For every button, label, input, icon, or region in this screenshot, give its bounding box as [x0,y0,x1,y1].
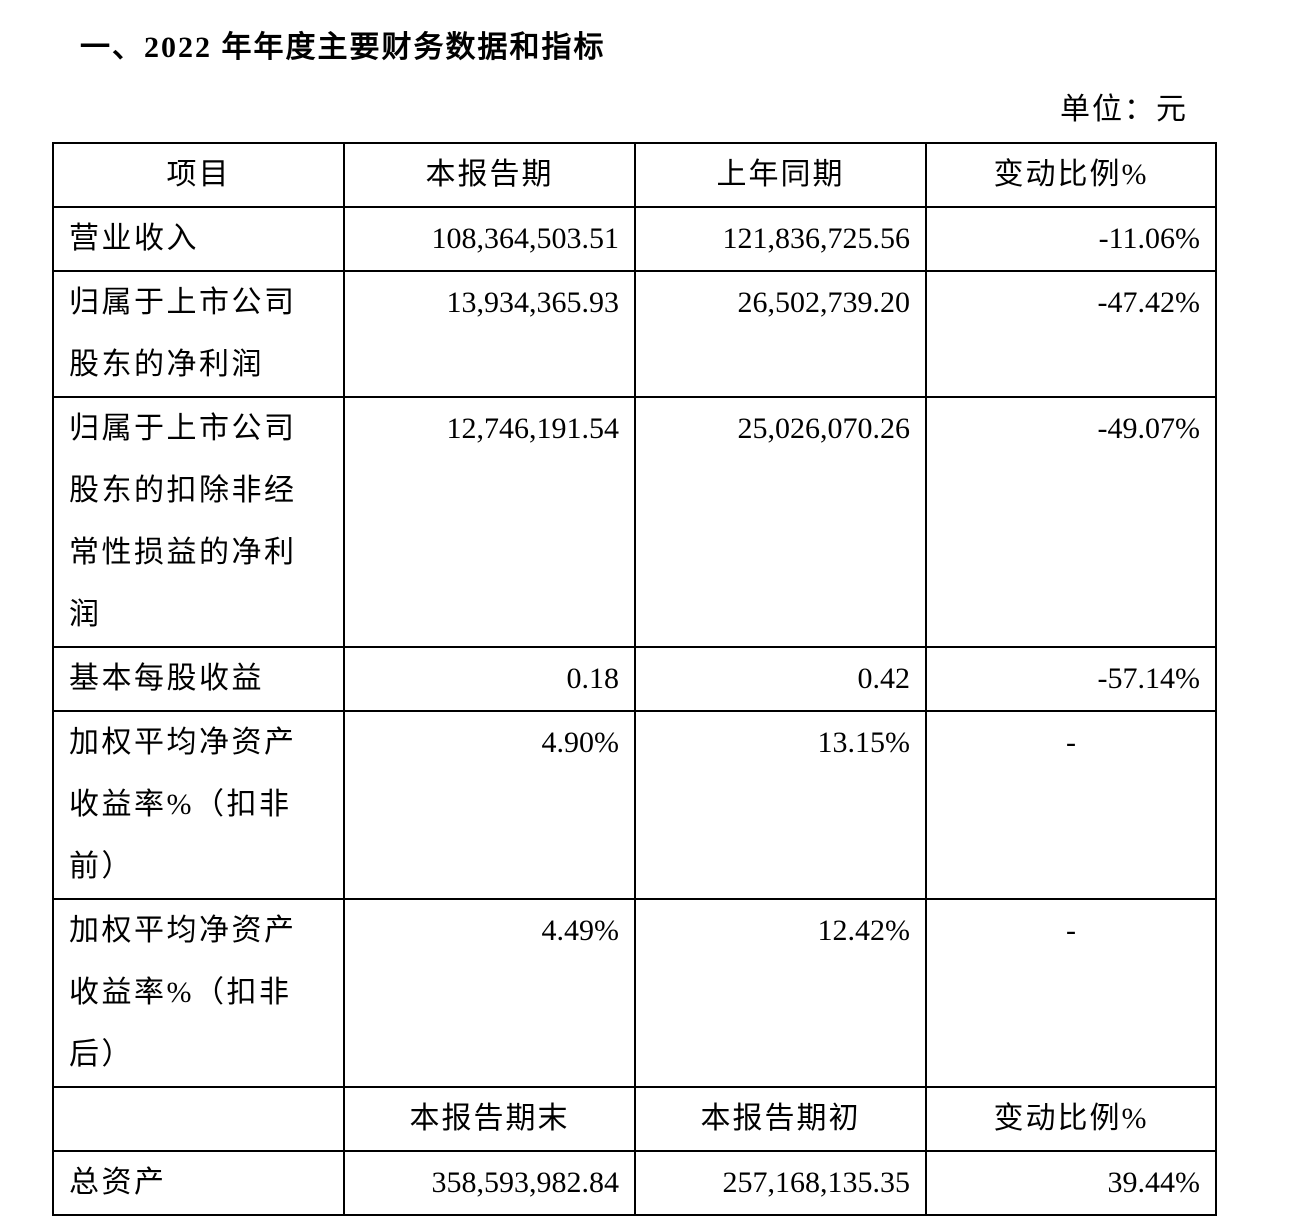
previous-value-cell: 13.15% [634,710,927,900]
row-item-cell: 加权平均净资产收益率%（扣非前） [52,710,345,900]
balance-header-row: 本报告期末 本报告期初 变动比例% [52,1086,1217,1152]
change-cell: -49.07% [925,396,1217,648]
current-value-cell: 13,934,365.93 [343,270,636,398]
change-cell: -47.42% [925,270,1217,398]
current-value-cell: 12,746,191.54 [343,396,636,648]
balance-header-current-cell: 本报告期末 [343,1086,636,1152]
current-value-cell: 108,364,503.51 [343,206,636,272]
change-cell: -11.06% [925,206,1217,272]
row-item-cell: 加权平均净资产收益率%（扣非后） [52,898,345,1088]
table-row-total-assets: 总资产 358,593,982.84 257,168,135.35 39.44% [52,1150,1217,1216]
row-item-cell: 基本每股收益 [52,646,345,712]
table-row-roe-before: 加权平均净资产收益率%（扣非前） 4.90% 13.15% - [52,710,1217,900]
change-cell: - [925,898,1217,1088]
balance-header-previous-cell: 本报告期初 [634,1086,927,1152]
previous-value-cell: 0.42 [634,646,927,712]
previous-value-cell: 25,026,070.26 [634,396,927,648]
balance-header-change-cell: 变动比例% [925,1086,1217,1152]
change-cell: - [925,710,1217,900]
balance-header-empty-cell [52,1086,345,1152]
section-title: 一、2022 年年度主要财务数据和指标 [80,31,606,64]
table-row-roe-after: 加权平均净资产收益率%（扣非后） 4.49% 12.42% - [52,898,1217,1088]
previous-value-cell: 26,502,739.20 [634,270,927,398]
unit-label: 单位：元 [1060,93,1188,126]
header-change-cell: 变动比例% [925,142,1217,208]
current-value-cell: 4.49% [343,898,636,1088]
change-cell: 39.44% [925,1150,1217,1216]
current-value-cell: 358,593,982.84 [343,1150,636,1216]
table-row-net-profit: 归属于上市公司股东的净利润 13,934,365.93 26,502,739.2… [52,270,1217,398]
table-row-operating-revenue: 营业收入 108,364,503.51 121,836,725.56 -11.0… [52,206,1217,272]
financial-data-table: 项目 本报告期 上年同期 变动比例% 营业收入 108,364,503.51 1… [52,142,1217,1216]
table-row-basic-eps: 基本每股收益 0.18 0.42 -57.14% [52,646,1217,712]
current-value-cell: 0.18 [343,646,636,712]
header-previous-cell: 上年同期 [634,142,927,208]
header-item-cell: 项目 [52,142,345,208]
previous-value-cell: 257,168,135.35 [634,1150,927,1216]
row-item-cell: 营业收入 [52,206,345,272]
previous-value-cell: 121,836,725.56 [634,206,927,272]
table-header-row: 项目 本报告期 上年同期 变动比例% [52,142,1217,208]
row-item-cell: 总资产 [52,1150,345,1216]
row-item-cell: 归属于上市公司股东的净利润 [52,270,345,398]
row-item-cell: 归属于上市公司股东的扣除非经常性损益的净利润 [52,396,345,648]
current-value-cell: 4.90% [343,710,636,900]
change-cell: -57.14% [925,646,1217,712]
header-current-cell: 本报告期 [343,142,636,208]
table-row-net-profit-excl-nonrecurring: 归属于上市公司股东的扣除非经常性损益的净利润 12,746,191.54 25,… [52,396,1217,648]
previous-value-cell: 12.42% [634,898,927,1088]
